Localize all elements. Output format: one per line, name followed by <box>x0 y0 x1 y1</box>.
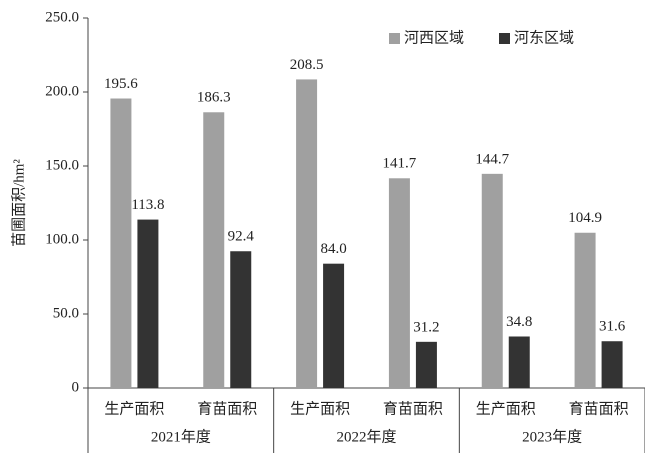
legend-swatch <box>389 33 400 44</box>
value-label: 34.8 <box>506 314 532 330</box>
group-label: 2022年度 <box>336 428 396 445</box>
bar <box>415 341 437 388</box>
bar <box>388 178 410 388</box>
bar <box>110 98 132 389</box>
x-tick-label: 育苗面积 <box>197 400 257 417</box>
group-label: 2023年度 <box>522 428 582 445</box>
value-label: 92.4 <box>228 229 255 245</box>
legend-label: 河东区域 <box>514 29 574 46</box>
bar <box>574 232 596 388</box>
bar <box>508 336 530 388</box>
value-label: 144.7 <box>475 151 509 167</box>
y-tick-label: 250.0 <box>45 9 79 25</box>
value-label: 84.0 <box>320 241 346 257</box>
bar <box>230 251 252 388</box>
y-tick-label: 50.0 <box>53 305 79 321</box>
y-tick-label: 200.0 <box>45 83 79 99</box>
x-tick-label: 生产面积 <box>476 400 536 417</box>
x-tick-label: 生产面积 <box>104 400 164 417</box>
legend-label: 河西区域 <box>404 29 464 46</box>
y-tick-label: 150.0 <box>45 157 79 173</box>
value-label: 208.5 <box>290 57 324 73</box>
bar <box>601 341 623 388</box>
bar <box>296 79 318 389</box>
group-label: 2021年度 <box>151 428 211 445</box>
value-label: 31.2 <box>413 319 439 335</box>
x-tick-label: 育苗面积 <box>383 400 443 417</box>
y-tick-label: 100.0 <box>45 231 79 247</box>
value-label: 31.6 <box>599 319 626 335</box>
bar <box>203 112 225 388</box>
bar <box>481 173 503 388</box>
value-label: 141.7 <box>383 156 417 172</box>
bar <box>323 263 345 388</box>
legend-swatch <box>499 33 510 44</box>
value-label: 186.3 <box>197 90 231 106</box>
value-label: 104.9 <box>568 210 602 226</box>
y-tick-label: 0 <box>72 379 80 395</box>
y-axis-label: 苗圃面积/hm² <box>10 159 27 247</box>
x-tick-label: 生产面积 <box>290 400 350 417</box>
value-label: 195.6 <box>104 76 138 92</box>
value-label: 113.8 <box>131 197 164 213</box>
bar <box>137 219 159 388</box>
x-tick-label: 育苗面积 <box>569 400 629 417</box>
